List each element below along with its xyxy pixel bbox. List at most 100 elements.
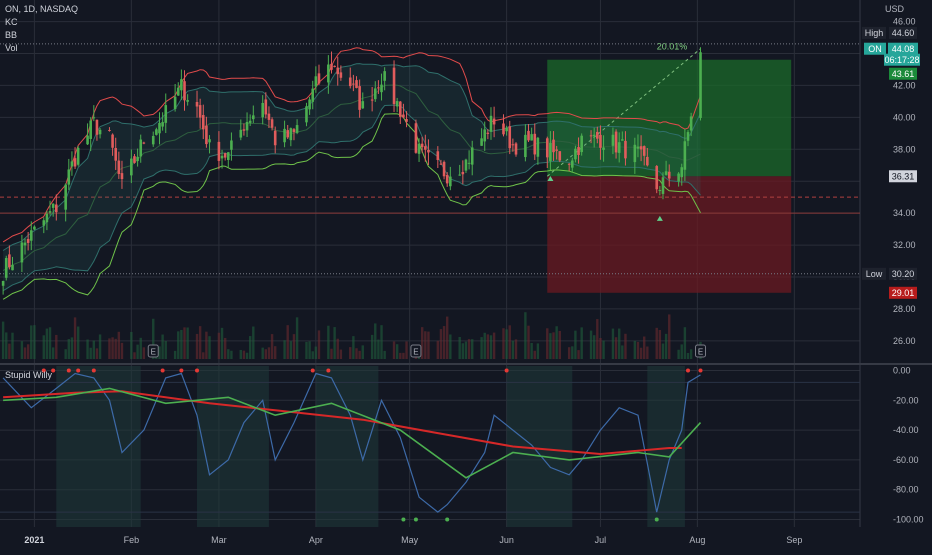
candle-body	[20, 242, 24, 263]
earnings-marker	[695, 344, 707, 358]
candle-body	[380, 84, 383, 93]
volume-bar	[567, 347, 571, 359]
volume-bar	[524, 312, 527, 359]
stop-price-tag-bg	[889, 286, 917, 299]
volume-bar	[427, 331, 430, 359]
volume-bar	[599, 337, 602, 359]
volume-bar	[527, 325, 530, 359]
chart-legend: ON, 1D, NASDAQ KC BB Vol	[5, 3, 78, 55]
volume-bar	[292, 334, 296, 359]
volume-bar	[618, 328, 621, 359]
volume-bar	[383, 350, 386, 359]
candle-body	[283, 128, 286, 143]
volume-bar	[592, 335, 596, 359]
candle-body	[442, 161, 446, 177]
volume-bar	[655, 327, 658, 359]
price-tick: 38.00	[893, 144, 916, 154]
volume-bar	[267, 347, 271, 359]
candle-body	[689, 116, 693, 131]
volume-bar	[20, 341, 24, 359]
volume-bar	[289, 341, 293, 359]
candle-body	[667, 171, 671, 179]
volume-bar	[120, 342, 124, 359]
candle-body	[439, 163, 443, 165]
candle-body	[427, 149, 430, 153]
candle-body	[642, 146, 646, 156]
volume-bar	[180, 329, 183, 359]
volume-bar	[92, 340, 96, 359]
low-value-tag: 30.20	[889, 267, 917, 280]
candle-body	[417, 143, 421, 154]
candle-body	[76, 147, 80, 165]
volume-bar	[489, 335, 493, 359]
volume-bar	[336, 338, 339, 359]
candle-body	[98, 129, 102, 135]
candle-body	[402, 114, 405, 118]
volume-bar	[108, 338, 111, 359]
volume-bar	[198, 326, 202, 359]
sw-tick: -60.00	[893, 455, 919, 465]
candle-body	[420, 143, 424, 148]
candle-body	[176, 87, 180, 96]
candle-body	[352, 83, 355, 85]
volume-bar	[158, 346, 161, 359]
volume-bar	[596, 319, 599, 359]
candle-body	[248, 120, 252, 123]
target-price-tag: 43.61	[889, 67, 917, 80]
candle-body	[395, 101, 399, 107]
volume-bar	[574, 330, 577, 359]
volume-bar	[164, 340, 167, 359]
candle-body	[555, 149, 558, 151]
low-label-tag-text: Low	[866, 269, 883, 279]
last-price-tag-bg	[888, 42, 918, 55]
candle-body	[89, 120, 92, 139]
candle-body	[508, 126, 512, 149]
candle-body	[8, 254, 11, 268]
candle-body	[336, 67, 340, 75]
candle-body	[270, 119, 274, 128]
high-label-tag-text: High	[865, 28, 884, 38]
candle-body	[64, 184, 67, 210]
volume-bar	[677, 349, 680, 359]
symbol-line[interactable]: ON, 1D, NASDAQ	[5, 4, 79, 14]
candle-body	[155, 129, 158, 135]
candle-body	[599, 134, 602, 148]
volume-bar	[330, 348, 333, 359]
candle-body	[130, 158, 133, 176]
candle-body	[661, 177, 665, 194]
volume-bar	[467, 339, 471, 359]
legend-bb[interactable]: BB	[5, 30, 18, 40]
entry-price-tag: 36.31	[889, 170, 917, 183]
volume-bar	[8, 343, 11, 359]
volume-bar	[111, 337, 114, 359]
sw-slow-red-line	[3, 390, 682, 456]
volume-bar	[317, 330, 321, 359]
volume-bar	[555, 326, 558, 359]
candle-body	[449, 176, 452, 187]
volume-bar	[511, 340, 515, 359]
candle-body	[370, 99, 374, 101]
candle-body	[264, 99, 268, 115]
time-tick: Apr	[309, 535, 323, 545]
volume-bar	[89, 347, 92, 359]
sw-tick: 0.00	[893, 365, 911, 375]
volume-bar	[161, 334, 164, 359]
volume-bar	[621, 345, 624, 359]
volume-bar	[205, 331, 208, 359]
volume-bar	[355, 348, 358, 359]
volume-bar	[589, 330, 593, 359]
volume-bar	[242, 350, 246, 359]
keltner-lower	[2, 104, 701, 292]
time-tick: Feb	[124, 535, 140, 545]
volume-bar	[646, 346, 649, 359]
candle-body	[142, 142, 146, 144]
last-price-tag: 44.08	[888, 42, 918, 55]
candle-body	[23, 242, 27, 246]
sw-red-dot	[179, 368, 184, 373]
position-percent-label: 20.01%	[657, 42, 688, 52]
volume-bar	[480, 337, 483, 359]
legend-kc[interactable]: KC	[5, 17, 18, 27]
legend-vol[interactable]: Vol	[5, 43, 18, 53]
low-label-tag-bg	[862, 267, 886, 280]
keltner-fill	[3, 63, 701, 291]
